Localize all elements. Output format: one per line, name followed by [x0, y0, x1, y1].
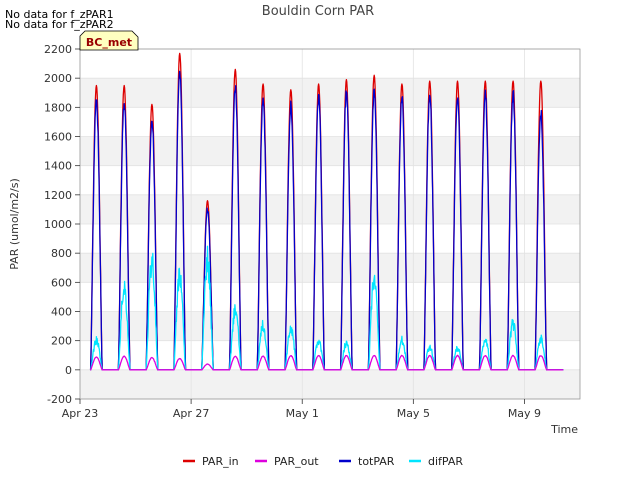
site-badge-label: BC_met: [86, 36, 132, 49]
x-tick-label: Apr 27: [173, 407, 210, 420]
y-tick-label: -200: [47, 393, 72, 406]
y-tick-label: 1800: [44, 101, 72, 114]
y-tick-label: 2000: [44, 72, 72, 85]
y-tick-label: 2200: [44, 43, 72, 56]
legend-label: PAR_in: [202, 455, 239, 468]
series-line-par-out: [89, 354, 564, 371]
plot-band: [80, 136, 580, 166]
legend-label: totPAR: [358, 455, 395, 468]
x-tick-label: May 5: [397, 407, 430, 420]
x-tick-label: May 1: [286, 407, 319, 420]
plot-band: [80, 369, 580, 399]
y-tick-label: 800: [51, 247, 72, 260]
y-tick-label: 400: [51, 306, 72, 319]
y-tick-label: 1000: [44, 218, 72, 231]
plot-band: [80, 78, 580, 108]
legend-label: PAR_out: [274, 455, 319, 468]
chart-title: Bouldin Corn PAR: [262, 4, 374, 19]
legend-label: difPAR: [428, 455, 463, 468]
x-axis-label: Time: [550, 423, 578, 436]
y-tick-label: 1600: [44, 131, 72, 144]
x-tick-label: May 9: [508, 407, 541, 420]
series-line-difpar: [89, 245, 564, 371]
y-tick-label: 1200: [44, 189, 72, 202]
y-axis-label: PAR (umol/m2/s): [8, 178, 21, 270]
x-tick-label: Apr 23: [62, 407, 99, 420]
y-tick-label: 0: [65, 364, 72, 377]
plot-band: [80, 194, 580, 224]
plot-band: [80, 253, 580, 283]
series-line-totpar: [89, 70, 564, 371]
no-data-note-1: No data for f_zPAR1: [5, 8, 114, 21]
y-tick-label: 600: [51, 276, 72, 289]
y-tick-label: 1400: [44, 160, 72, 173]
y-tick-label: 200: [51, 335, 72, 348]
no-data-note-2: No data for f_zPAR2: [5, 18, 114, 31]
site-badge: BC_met: [79, 30, 139, 51]
site-badge-box: [79, 30, 139, 51]
plot-band: [80, 311, 580, 341]
